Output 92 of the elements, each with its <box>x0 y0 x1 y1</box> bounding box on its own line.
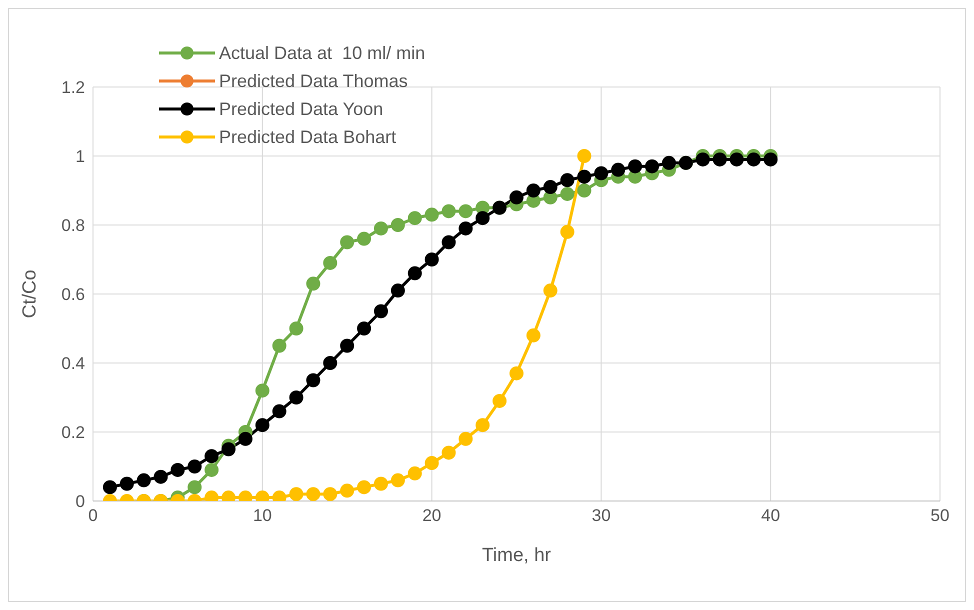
point <box>136 473 151 488</box>
point <box>170 462 185 477</box>
point <box>272 338 286 353</box>
point <box>746 152 761 166</box>
point <box>222 442 236 456</box>
y-tick-label: 0 <box>76 492 85 512</box>
point <box>712 152 727 166</box>
point <box>306 276 320 291</box>
point <box>560 224 574 239</box>
point <box>188 480 202 494</box>
point <box>408 266 422 280</box>
point <box>442 235 456 250</box>
legend-label: Predicted Data Thomas <box>219 70 408 93</box>
point <box>543 284 558 298</box>
x-tick-label: 40 <box>761 506 780 526</box>
x-tick-label: 10 <box>252 506 272 526</box>
point <box>323 356 338 370</box>
point <box>154 470 168 484</box>
point <box>289 390 304 404</box>
point <box>645 159 660 174</box>
point <box>272 404 286 418</box>
point <box>238 432 252 446</box>
point <box>476 418 490 432</box>
x-tick-label: 20 <box>422 506 442 526</box>
point <box>357 232 372 246</box>
point <box>424 208 439 222</box>
point <box>492 394 507 408</box>
legend-label: Predicted Data Yoon <box>219 98 384 121</box>
point <box>255 418 270 432</box>
point <box>323 487 338 501</box>
point <box>510 190 524 204</box>
y-axis-title: Ct/Co <box>20 270 41 318</box>
point <box>390 473 405 488</box>
point <box>340 235 354 250</box>
point <box>390 218 405 232</box>
point <box>340 338 354 353</box>
y-tick-label: 1.2 <box>61 78 85 98</box>
point <box>662 156 676 170</box>
point <box>323 256 338 270</box>
point <box>611 162 626 177</box>
point <box>306 373 320 388</box>
point <box>476 211 490 226</box>
point <box>424 456 439 470</box>
legend-label: Actual Data at 10 ml/ min <box>219 42 426 65</box>
point <box>306 487 320 501</box>
point <box>696 152 710 166</box>
point <box>408 466 422 480</box>
point <box>458 221 473 236</box>
point <box>204 449 219 464</box>
point <box>577 149 592 163</box>
point <box>340 484 354 498</box>
point <box>594 166 608 180</box>
point <box>390 284 405 298</box>
y-tick-label: 0.6 <box>61 285 85 304</box>
point <box>526 184 540 198</box>
point <box>510 366 524 380</box>
point <box>357 480 372 494</box>
point <box>577 184 592 198</box>
point <box>120 476 134 491</box>
point <box>458 432 473 446</box>
point <box>255 384 270 398</box>
point <box>102 480 117 494</box>
y-tick-label: 1 <box>76 147 85 166</box>
point <box>289 322 304 336</box>
y-tick-label: 0.2 <box>61 423 85 442</box>
x-tick-label: 50 <box>930 506 950 526</box>
y-tick-label: 0.4 <box>61 354 85 374</box>
point <box>357 322 372 336</box>
point <box>526 328 540 342</box>
x-axis-title: Time, hr <box>482 545 552 566</box>
point <box>374 304 388 318</box>
point <box>188 460 202 474</box>
point <box>560 173 574 188</box>
point <box>424 252 439 266</box>
point <box>289 487 304 501</box>
legend-label: Predicted Data Bohart <box>219 126 396 149</box>
point <box>442 204 456 218</box>
point <box>442 446 456 460</box>
point <box>560 186 574 201</box>
point <box>408 211 422 226</box>
point <box>543 180 558 194</box>
point <box>730 152 744 166</box>
point <box>764 152 778 166</box>
point <box>204 462 219 477</box>
point <box>458 204 473 218</box>
point <box>374 221 388 236</box>
point <box>374 476 388 491</box>
point <box>628 159 642 174</box>
x-tick-label: 0 <box>88 506 98 526</box>
x-tick-label: 30 <box>592 506 611 526</box>
y-tick-label: 0.8 <box>61 216 85 236</box>
point <box>577 170 592 184</box>
